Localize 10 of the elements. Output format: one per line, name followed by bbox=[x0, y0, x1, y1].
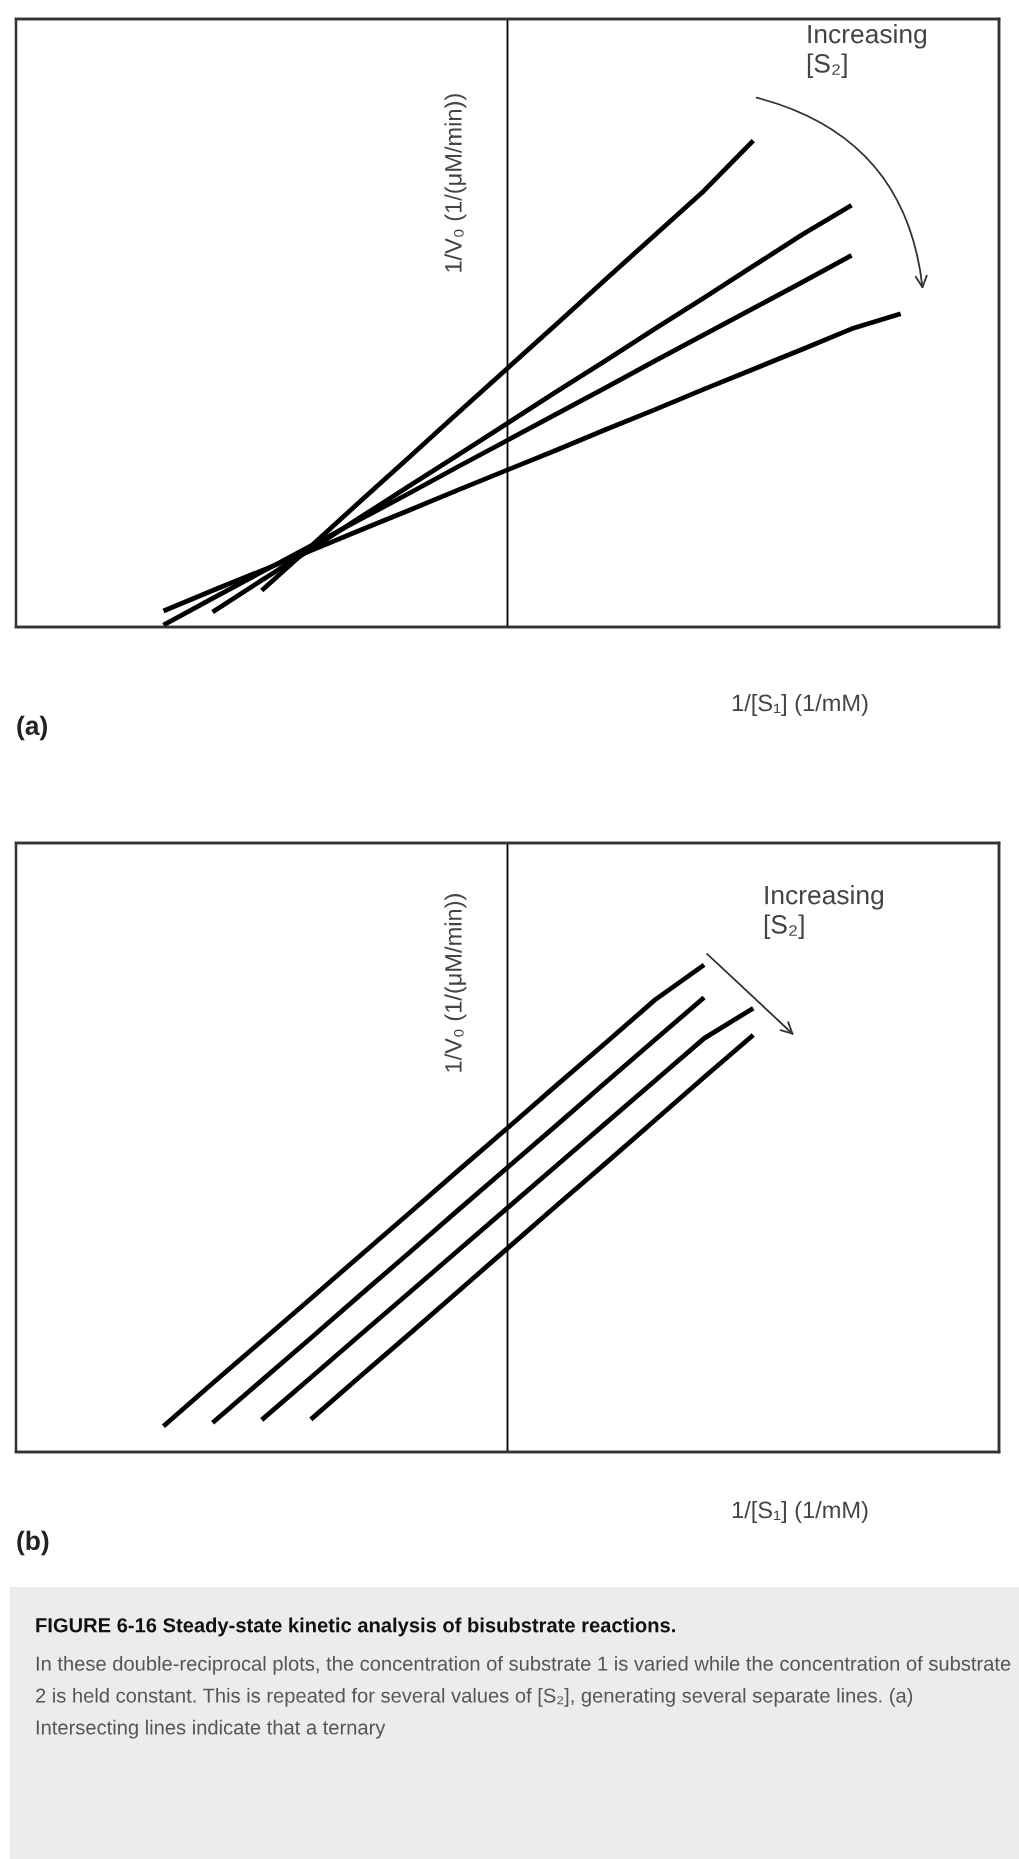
y-axis-title: 1/V₀ (1/(μM/min)) bbox=[444, 894, 467, 1072]
caption: FIGURE 6-16 Steady-state kinetic analysis of bisubstrate reactions. bbox=[36, 1617, 675, 1637]
x-axis-title: 1/[S₁] (1/mM) bbox=[732, 1501, 868, 1524]
text: Increasing [S₂] bbox=[764, 885, 884, 939]
text: (a) bbox=[17, 715, 47, 741]
text: (b) bbox=[17, 1530, 49, 1556]
y-axis-title: 1/V₀ (1/(μM/min)) bbox=[444, 94, 467, 272]
text: In these double-reciprocal plots, the concentration of substrate 1 is varied while the concentration of substrate 2 is held constant. This is repeated for several values of [S₂], generating several separate lines. (a) Intersecting lines indicate that a ternary bbox=[36, 1656, 1011, 1739]
x-axis-title: 1/[S₁] (1/mM) bbox=[732, 693, 868, 717]
text: Increasing [S₂] bbox=[807, 24, 927, 78]
